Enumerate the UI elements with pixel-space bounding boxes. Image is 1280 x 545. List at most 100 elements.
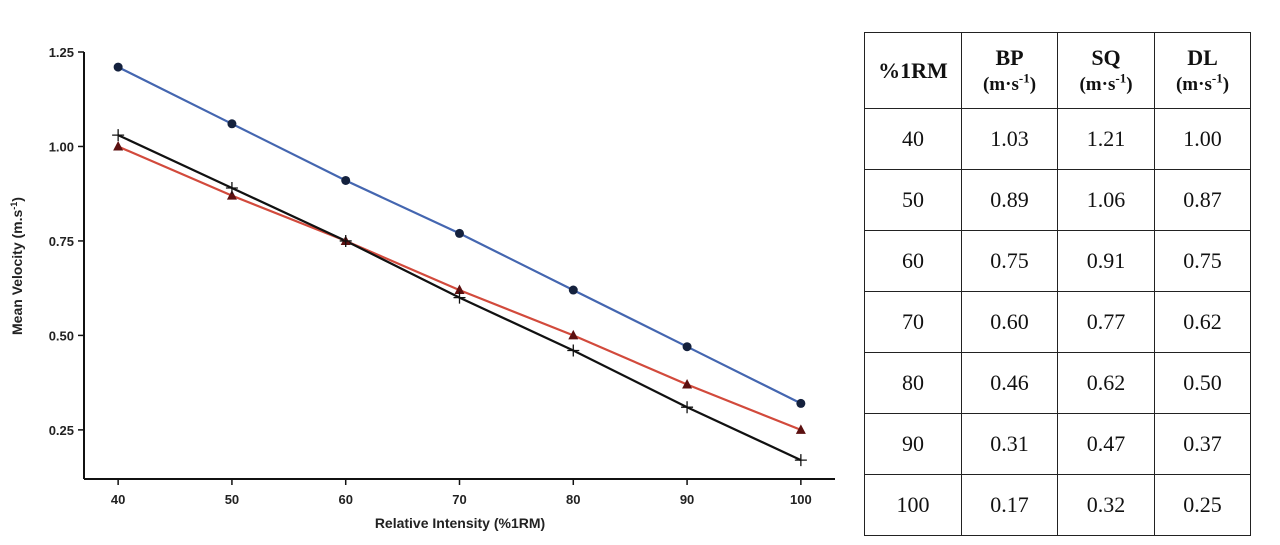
table-cell: 90 xyxy=(864,413,962,475)
table-cell: 50 xyxy=(864,169,962,231)
table-row: 40 1.03 1.21 1.00 xyxy=(864,108,1251,170)
table-cell: 40 xyxy=(864,108,962,170)
series-markers xyxy=(112,62,807,467)
data-point-sq xyxy=(682,342,692,352)
table-cell: 1.03 xyxy=(961,108,1058,170)
table-cell: 0.50 xyxy=(1154,352,1251,414)
header-unit: (m·s-1) xyxy=(1079,70,1133,96)
y-ticks: 0.25 0.50 0.75 1.00 1.25 xyxy=(49,45,84,438)
y-axis-title: Mean Velocity (m.s-1) xyxy=(9,197,25,335)
data-point-bp xyxy=(453,291,466,304)
data-point-bp xyxy=(339,234,352,247)
header-unit: (m·s-1) xyxy=(1175,70,1230,96)
header-label: BP xyxy=(995,44,1024,70)
table-cell: 0.77 xyxy=(1057,291,1155,353)
table-cell: 0.75 xyxy=(961,230,1058,292)
table-cell: 70 xyxy=(864,291,962,353)
data-point-bp xyxy=(567,344,580,357)
data-point-sq xyxy=(568,285,578,295)
data-point-dl xyxy=(113,140,124,151)
header-unit-text: (m·s xyxy=(982,74,1019,96)
table-row: 50 0.89 1.06 0.87 xyxy=(864,169,1251,231)
table-cell: 0.25 xyxy=(1154,474,1251,536)
table-cell: 0.32 xyxy=(1057,474,1155,536)
table-cell: 1.06 xyxy=(1057,169,1155,231)
table-row: 60 0.75 0.91 0.75 xyxy=(864,230,1251,292)
table-cell: 0.62 xyxy=(1154,291,1251,353)
table-cell: 0.89 xyxy=(961,169,1058,231)
x-axis-title: Relative Intensity (%1RM) xyxy=(375,515,545,531)
header-unit-sup: -1 xyxy=(1018,70,1030,86)
data-point-sq xyxy=(796,398,806,408)
table-cell: 0.91 xyxy=(1057,230,1155,292)
y-tick-label: 1.00 xyxy=(49,139,74,154)
table-cell: 0.87 xyxy=(1154,169,1251,231)
data-point-sq xyxy=(113,62,123,72)
data-point-dl xyxy=(795,424,806,434)
data-point-bp xyxy=(225,182,238,195)
y-axis-title-sup: -1 xyxy=(9,202,19,210)
data-point-dl xyxy=(226,190,237,200)
y-tick-label: 0.25 xyxy=(49,423,74,438)
y-tick-label: 0.50 xyxy=(49,328,74,343)
header-unit-sup: -1 xyxy=(1211,70,1223,86)
header-label: DL xyxy=(1187,44,1218,70)
velocity-chart: 40 50 60 70 80 90 100 0.25 0.50 0.75 1.00 1.25 Rel… xyxy=(9,45,835,531)
table-header-cell: BP (m·s-1) xyxy=(961,32,1058,109)
table-cell: 0.47 xyxy=(1057,413,1155,475)
data-point-bp xyxy=(681,401,694,414)
header-unit-text: (m·s xyxy=(1175,74,1212,96)
data-point-sq xyxy=(455,228,464,238)
table-cell: 0.37 xyxy=(1154,413,1251,475)
data-point-sq xyxy=(341,175,351,185)
data-point-dl xyxy=(454,284,465,295)
x-tick-label: 60 xyxy=(338,492,352,507)
table-cell: 80 xyxy=(864,352,962,414)
table-header-cell: SQ (m·s-1) xyxy=(1057,32,1155,109)
data-point-sq xyxy=(227,119,237,129)
y-axis-title-main: Mean Velocity (m.s xyxy=(9,210,25,335)
header-unit-text: (m·s xyxy=(1079,74,1116,96)
x-tick-label: 90 xyxy=(680,492,694,507)
table-row: 90 0.31 0.47 0.37 xyxy=(864,413,1251,475)
table-cell: 0.75 xyxy=(1154,230,1251,292)
y-axis-title-close: ) xyxy=(9,197,25,202)
y-tick-label: 1.25 xyxy=(49,45,74,60)
x-tick-label: 50 xyxy=(225,492,239,507)
data-point-dl xyxy=(682,379,693,389)
x-ticks: 40 50 60 70 80 90 100 xyxy=(111,479,812,507)
table-header-cell: DL (m·s-1) xyxy=(1154,32,1251,109)
y-tick-label: 0.75 xyxy=(49,234,74,249)
table-cell: 1.00 xyxy=(1154,108,1251,170)
table-body: 40 1.03 1.21 1.00 50 0.89 1.06 0.87 60 0.75 0.91 0.… xyxy=(864,108,1251,536)
x-tick-label: 80 xyxy=(566,492,580,507)
header-unit: (m·s-1) xyxy=(982,70,1037,96)
table-header-cell: %1RM xyxy=(864,32,962,109)
table-row: 100 0.17 0.32 0.25 xyxy=(864,474,1251,536)
data-point-bp xyxy=(112,129,125,142)
table-cell: 100 xyxy=(864,474,962,536)
x-tick-label: 70 xyxy=(452,492,466,507)
header-unit-sup: -1 xyxy=(1115,70,1127,86)
table-row: 70 0.60 0.77 0.62 xyxy=(864,291,1251,353)
table-cell: 60 xyxy=(864,230,962,292)
table-cell: 0.46 xyxy=(961,352,1058,414)
table-cell: 0.62 xyxy=(1057,352,1155,414)
header-unit-close: ) xyxy=(1222,74,1230,96)
header-unit-close: ) xyxy=(1029,74,1037,96)
data-point-bp xyxy=(794,454,807,467)
table-cell: 1.21 xyxy=(1057,108,1155,170)
series-lines xyxy=(117,66,802,462)
table-cell: 0.60 xyxy=(961,291,1058,353)
data-point-dl xyxy=(568,329,579,340)
header-unit-close: ) xyxy=(1126,74,1133,96)
x-tick-label: 40 xyxy=(111,492,125,507)
header-label: %1RM xyxy=(878,57,948,83)
table-cell: 0.31 xyxy=(961,413,1058,475)
header-label: SQ xyxy=(1091,44,1121,70)
table-header-row: %1RM BP (m·s-1) SQ (m·s-1) DL (m·s-1) xyxy=(864,32,1251,109)
table-row: 80 0.46 0.62 0.50 xyxy=(864,352,1251,414)
table-cell: 0.17 xyxy=(961,474,1058,536)
x-tick-label: 100 xyxy=(790,492,812,507)
velocity-table: %1RM BP (m·s-1) SQ (m·s-1) DL (m·s-1) 40 1.03 1.… xyxy=(864,32,1251,536)
